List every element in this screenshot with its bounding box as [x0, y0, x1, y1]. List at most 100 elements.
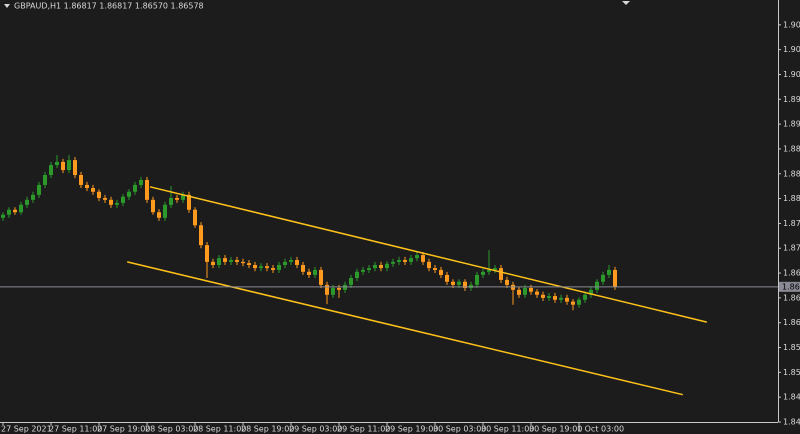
candle-body [49, 165, 53, 176]
candle-body [409, 258, 413, 262]
candle-body [433, 268, 437, 270]
candle-body [325, 284, 329, 295]
candle-body [109, 199, 113, 205]
symbol-menu-icon [4, 4, 10, 8]
x-tick-label: 28 Sep 03:00 [145, 425, 198, 434]
candle-body [319, 269, 323, 285]
y-tick-label: 1.86 [783, 318, 800, 327]
candle-body [523, 287, 527, 295]
x-tick-label: 30 Sep 03:00 [433, 425, 486, 434]
candle-body [613, 269, 617, 287]
candle-body [379, 264, 383, 269]
y-tick-label: 1.88 [783, 169, 800, 178]
candle-body [415, 255, 419, 259]
candle-body [37, 184, 41, 195]
candle-body [85, 184, 89, 189]
candle-body [115, 202, 119, 205]
candle-body [289, 260, 293, 262]
candle-body [7, 209, 11, 215]
candle-body [373, 264, 377, 269]
candle-body [217, 258, 221, 265]
candle-body [487, 269, 491, 272]
shift-marker [622, 1, 630, 5]
y-tick-label: 1.88 [783, 144, 800, 153]
candle-body [307, 271, 311, 275]
candle-body [31, 194, 35, 200]
candle-body [355, 271, 359, 279]
y-tick-label: 1.85 [783, 343, 800, 352]
candle-body [541, 294, 545, 298]
y-tick-label: 1.90 [783, 45, 800, 54]
candle-body [583, 294, 587, 300]
candle-body [73, 160, 77, 176]
candle-body [505, 279, 509, 285]
candle-body [481, 271, 485, 275]
y-tick-label: 1.90 [783, 70, 800, 79]
candle-body [97, 191, 101, 198]
chart-title: GBPAUD,H1 1.86817 1.86817 1.86570 1.8657… [14, 2, 204, 11]
candle-body [133, 184, 137, 192]
candle-body [601, 274, 605, 282]
candle-body [205, 245, 209, 262]
y-tick-label: 1.84 [783, 418, 800, 427]
y-tick-label: 1.87 [783, 244, 800, 253]
candle-body [517, 289, 521, 295]
candle-body [361, 269, 365, 272]
candle-body [607, 269, 611, 275]
candle-body [295, 260, 299, 265]
candle-body [457, 281, 461, 285]
x-tick-label: 30 Sep 11:00 [481, 425, 534, 434]
candle-body [61, 161, 65, 171]
x-tick-label: 30 Sep 19:00 [529, 425, 582, 434]
candle-body [577, 299, 581, 305]
candle-body [439, 269, 443, 275]
x-tick-label: 29 Sep 11:00 [337, 425, 390, 434]
candle-body [127, 191, 131, 197]
y-tick-label: 1.89 [783, 95, 800, 104]
candle-body [397, 260, 401, 262]
x-tick-label: 1 Oct 03:00 [577, 425, 624, 434]
candle-body [427, 261, 431, 269]
candle-body [463, 281, 467, 288]
candle-body [175, 197, 179, 200]
candle-body [145, 179, 149, 200]
x-tick-label: 28 Sep 19:00 [241, 425, 294, 434]
candle-body [211, 261, 215, 265]
y-tick-label: 1.87 [783, 219, 800, 228]
y-tick-label: 1.88 [783, 194, 800, 203]
x-tick-label: 27 Sep 2021 [1, 425, 52, 434]
x-tick-label: 29 Sep 19:00 [385, 425, 438, 434]
candle-body [367, 268, 371, 270]
candle-body [589, 289, 593, 295]
candle-body [571, 301, 575, 305]
candle-body [193, 209, 197, 226]
candle-body [499, 268, 503, 280]
candle-body [223, 258, 227, 262]
x-tick-label: 28 Sep 11:00 [193, 425, 246, 434]
candle-body [403, 260, 407, 262]
candle-body [445, 274, 449, 282]
candle-body [19, 204, 23, 213]
candle-body [391, 261, 395, 264]
candle-body [565, 297, 569, 302]
candle-body [259, 266, 263, 269]
candle-body [271, 268, 275, 270]
candle-body [181, 194, 185, 200]
candle-body [301, 264, 305, 272]
candle-body [235, 260, 239, 262]
candle-body [313, 269, 317, 275]
candle-body [229, 260, 233, 262]
candle-body [337, 287, 341, 290]
candle-body [67, 160, 71, 171]
candle-body [283, 261, 287, 265]
candle-body [169, 197, 173, 205]
candle-body [535, 291, 539, 295]
candle-body [349, 278, 353, 285]
candle-body [25, 199, 29, 205]
candle-body [547, 296, 551, 298]
candle-body [553, 296, 557, 300]
y-tick-label: 1.85 [783, 368, 800, 377]
candle-body [451, 281, 455, 285]
candle-body [385, 263, 389, 269]
